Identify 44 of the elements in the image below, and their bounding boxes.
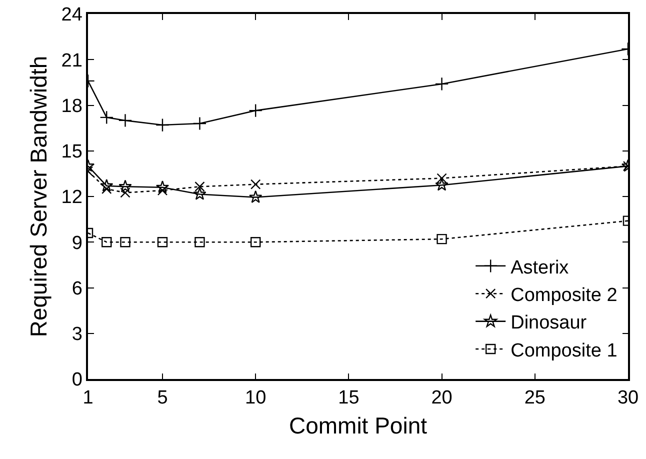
x-axis-title: Commit Point <box>288 412 428 439</box>
point <box>192 116 207 130</box>
point <box>249 190 262 203</box>
y-axis-title: Required Server Bandwidth <box>25 56 52 338</box>
point <box>118 180 132 192</box>
point <box>436 173 447 184</box>
x-tick-label: 10 <box>245 388 266 409</box>
point <box>118 114 132 128</box>
legend-label: Composite 2 <box>510 285 618 306</box>
point <box>157 237 168 248</box>
point <box>100 178 114 192</box>
y-tick-label: 9 <box>72 232 82 254</box>
x-tick-label: 5 <box>157 388 168 409</box>
point <box>156 180 170 194</box>
y-tick-label: 18 <box>61 96 82 117</box>
point <box>250 179 261 190</box>
point <box>120 188 130 198</box>
point <box>193 187 206 200</box>
x-tick-label: 20 <box>431 388 452 409</box>
point <box>194 182 205 192</box>
y-tick-label: 15 <box>61 142 82 163</box>
legend-label: Composite 1 <box>510 340 618 362</box>
point <box>436 234 447 244</box>
point <box>100 110 114 124</box>
y-tick-label: 6 <box>72 278 82 300</box>
legend-label: Asterix <box>510 257 570 278</box>
point <box>120 237 130 248</box>
y-tick-label: 0 <box>72 370 82 391</box>
y-tick-label: 12 <box>61 187 82 208</box>
y-tick-label: 3 <box>72 324 82 346</box>
point <box>435 178 448 191</box>
point <box>248 104 262 118</box>
point <box>156 118 170 132</box>
x-tick-label: 15 <box>338 388 360 409</box>
x-tick-label: 1 <box>82 388 94 409</box>
point <box>102 237 112 248</box>
point <box>250 237 261 248</box>
y-tick-label: 24 <box>61 4 83 26</box>
point <box>194 237 205 248</box>
y-tick-label: 21 <box>61 50 82 72</box>
x-tick-label: 25 <box>524 388 546 409</box>
point <box>434 77 449 91</box>
legend-label: Dinosaur <box>510 312 588 334</box>
x-tick-label: 30 <box>617 388 639 409</box>
